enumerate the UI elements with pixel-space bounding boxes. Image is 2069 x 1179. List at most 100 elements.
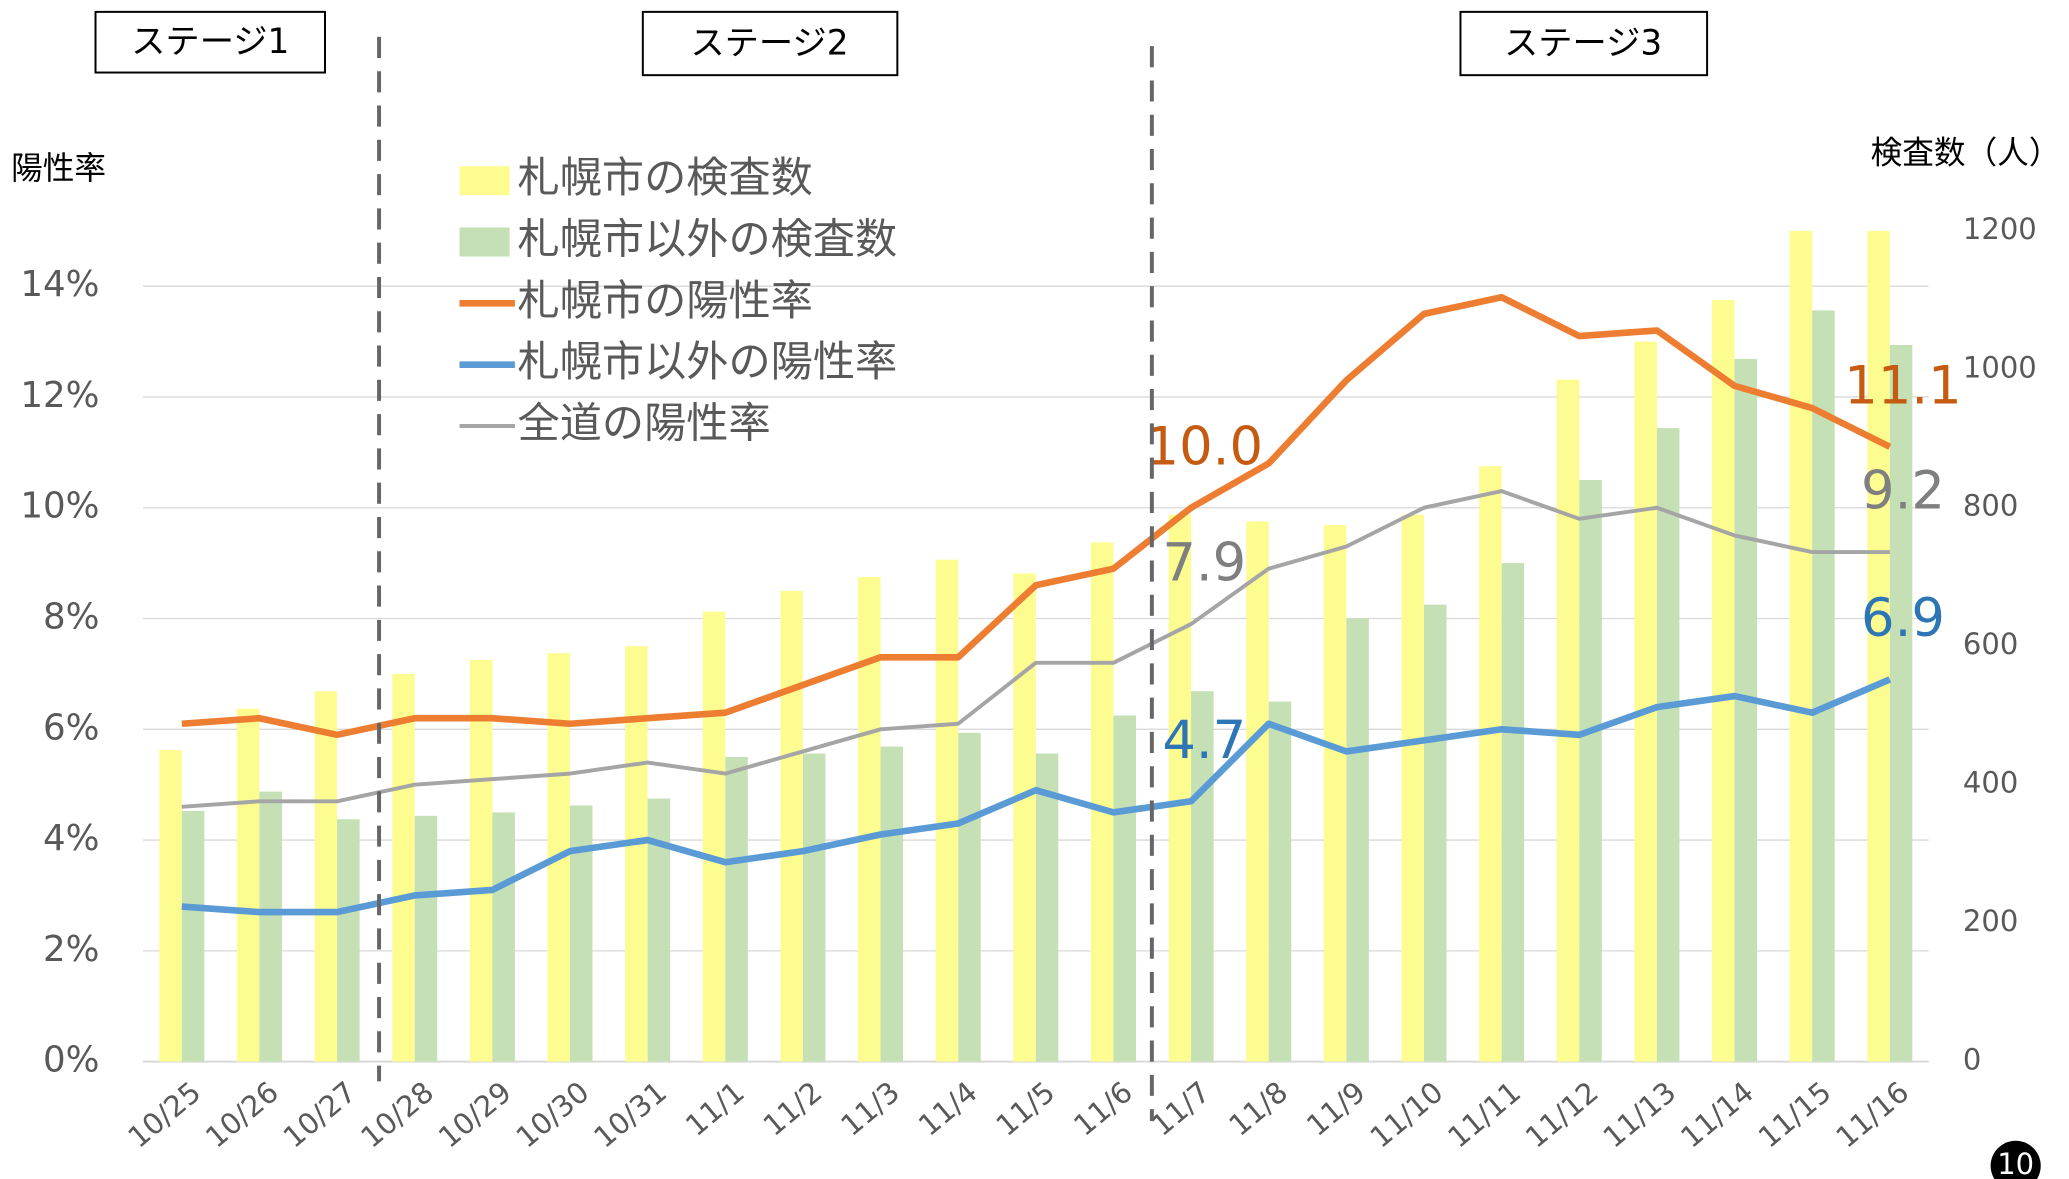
bar <box>1889 345 1913 1062</box>
bar <box>1113 715 1136 1062</box>
bar <box>1634 341 1657 1062</box>
page-badge <box>1990 1140 2041 1179</box>
bar <box>1479 466 1502 1062</box>
bar <box>1556 379 1580 1062</box>
y-axis-label: 陽性率 <box>11 151 106 187</box>
stage-box <box>1459 10 1709 77</box>
y2-tick-label: 1000 <box>1963 350 2037 384</box>
y-tick-label: 6% <box>43 707 99 748</box>
bar <box>1579 480 1602 1062</box>
x-tick-label: 11/16 <box>1829 1075 1915 1155</box>
x-tick-label: 10/25 <box>121 1075 207 1155</box>
x-tick-label: 11/12 <box>1519 1075 1605 1155</box>
x-tick-label: 11/4 <box>912 1075 984 1143</box>
x-tick-label: 11/2 <box>757 1075 829 1143</box>
bar <box>1789 230 1813 1062</box>
y-tick-label: 0% <box>43 1040 99 1081</box>
y2-tick-label: 0 <box>1963 1043 1981 1077</box>
bar <box>337 819 360 1062</box>
y2-tick-label: 800 <box>1963 489 2018 523</box>
data-label: 10.0 <box>1146 416 1263 477</box>
bar <box>392 673 415 1062</box>
line <box>181 676 1892 916</box>
bar <box>414 815 438 1062</box>
legend-label: 札幌市の検査数 <box>518 153 813 202</box>
stage-label: ステージ2 <box>690 23 848 63</box>
bar <box>181 810 205 1062</box>
x-tick-label: 11/9 <box>1300 1075 1372 1143</box>
bar <box>780 590 803 1062</box>
bar <box>702 611 726 1062</box>
bar <box>1168 514 1192 1062</box>
bar <box>1246 521 1269 1062</box>
x-tick-label: 11/15 <box>1752 1075 1838 1155</box>
bar <box>1013 573 1036 1062</box>
x-tick-label: 11/1 <box>679 1075 751 1143</box>
x-tick-label: 11/13 <box>1597 1075 1683 1155</box>
x-tick-label: 10/30 <box>510 1075 596 1155</box>
legend-label: 全道の陽性率 <box>518 398 771 447</box>
bar <box>1401 514 1425 1062</box>
y-tick-label: 12% <box>20 375 99 416</box>
bar <box>1734 358 1758 1062</box>
bar <box>1501 563 1525 1062</box>
page-number: 10 <box>1997 1147 2034 1179</box>
stage-box <box>94 10 326 74</box>
x-tick-label: 10/29 <box>432 1075 518 1155</box>
x-tick-label: 11/11 <box>1441 1075 1527 1155</box>
bar <box>1268 701 1292 1062</box>
bar <box>1712 300 1735 1062</box>
plot: 0% 2% 4% 6% 8% 10% 12% 14% 0 200 400 600 800 1000 1200… <box>20 153 2036 1154</box>
x-tick-label: 10/27 <box>277 1075 363 1155</box>
bar <box>802 753 826 1062</box>
bar <box>1656 428 1680 1062</box>
bar <box>647 798 671 1062</box>
x-tick-label: 11/7 <box>1145 1075 1217 1143</box>
y-tick-label: 2% <box>43 929 99 970</box>
bar <box>935 559 959 1062</box>
data-label: 11.1 <box>1844 355 1961 416</box>
stage-label: ステージ3 <box>1504 23 1662 63</box>
bar <box>1812 310 1835 1062</box>
bar <box>314 691 338 1062</box>
y-tick-label: 4% <box>43 818 99 859</box>
stage-boxes <box>94 10 1709 77</box>
bar <box>958 732 981 1062</box>
y-tick-label: 14% <box>20 264 99 305</box>
bar <box>1323 525 1347 1062</box>
y2-axis-label: 検査数（人） <box>1871 135 2061 171</box>
bar <box>725 756 748 1062</box>
bar <box>492 812 515 1062</box>
bar <box>1424 604 1447 1062</box>
bar <box>569 805 593 1062</box>
legend-label: 札幌市以外の検査数 <box>518 214 898 263</box>
x-tick-label: 11/5 <box>990 1075 1062 1143</box>
x-tick-label: 10/28 <box>354 1075 440 1155</box>
bar <box>858 576 881 1062</box>
legend-label: 札幌市以外の陽性率 <box>518 337 898 386</box>
stage-box <box>641 10 899 77</box>
y2-tick-label: 600 <box>1963 627 2018 661</box>
legend-swatch <box>459 166 510 196</box>
y-tick-label: 10% <box>20 486 99 527</box>
line <box>181 293 1892 739</box>
x-tick-label: 10/31 <box>587 1075 673 1155</box>
data-label: 6.9 <box>1861 588 1945 649</box>
y-tick-label: 8% <box>43 597 99 638</box>
bar <box>625 646 648 1062</box>
legend-swatch <box>459 227 510 257</box>
x-tick-label: 10/26 <box>199 1075 285 1155</box>
bar <box>159 750 182 1062</box>
bar <box>1090 542 1114 1062</box>
y2-tick-label: 1200 <box>1963 212 2037 246</box>
data-label: 7.9 <box>1162 533 1246 594</box>
bar <box>1346 618 1369 1062</box>
bar <box>880 746 904 1062</box>
x-tick-label: 11/6 <box>1067 1075 1139 1143</box>
line <box>181 489 1890 809</box>
legend-label: 札幌市の陽性率 <box>518 276 813 325</box>
y2-tick-label: 400 <box>1963 766 2018 800</box>
data-label: 9.2 <box>1861 461 1945 522</box>
